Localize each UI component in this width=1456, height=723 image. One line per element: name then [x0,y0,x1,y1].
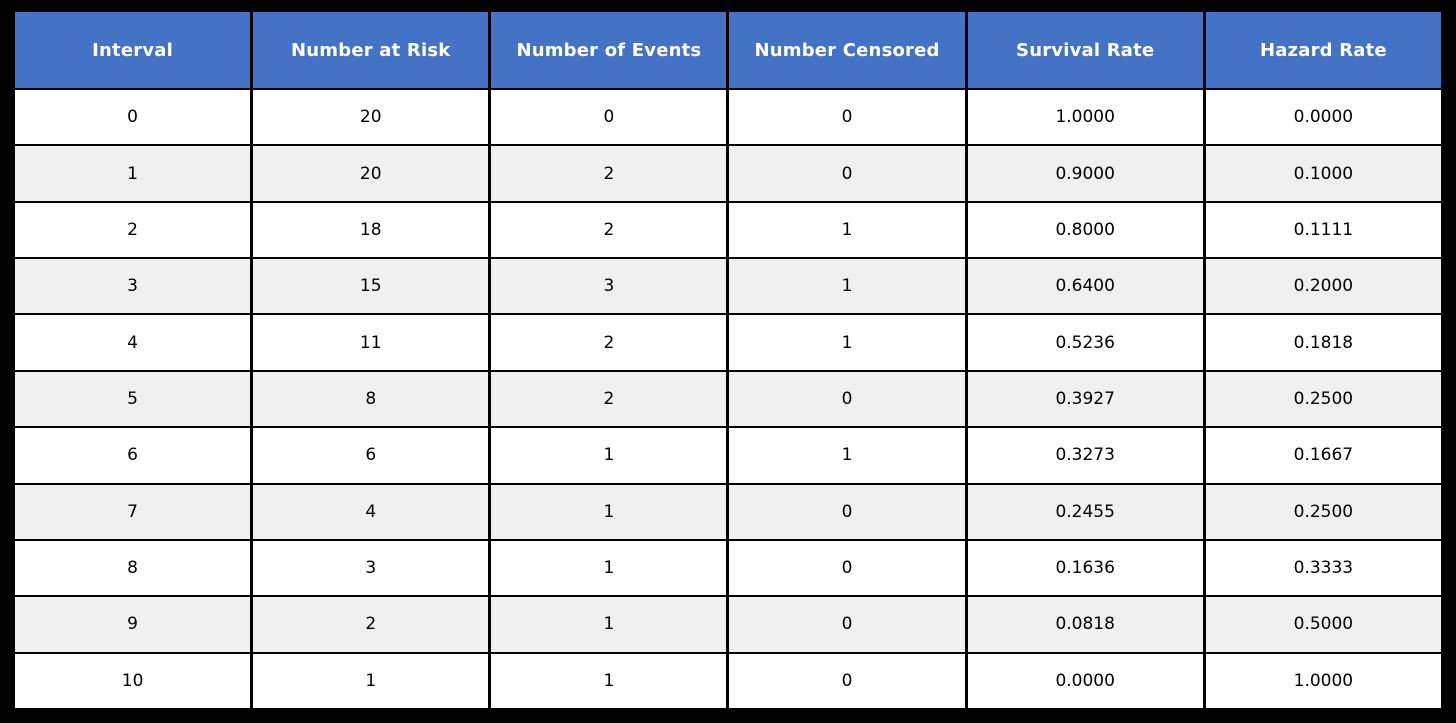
cell-survival-rate: 0.0818 [964,595,1206,654]
cell-interval: 3 [11,257,254,316]
cell-number-at-risk: 15 [250,257,492,316]
cell-hazard-rate: 1.0000 [1202,651,1445,711]
cell-interval: 2 [11,200,254,260]
cell-number-at-risk: 11 [250,313,492,372]
cell-number-of-events: 2 [488,144,730,203]
cell-survival-rate: 0.3273 [964,426,1206,485]
cell-survival-rate: 0.0000 [964,651,1206,711]
cell-number-of-events: 2 [488,200,730,260]
cell-hazard-rate: 0.5000 [1202,595,1445,654]
cell-number-at-risk: 3 [250,538,492,598]
table-row: 4 11 2 1 0.5236 0.1818 [11,313,1445,372]
cell-number-censored: 0 [726,595,968,654]
cell-interval: 6 [11,426,254,485]
cell-number-censored: 1 [726,426,968,485]
column-header-hazard-rate: Hazard Rate [1202,10,1445,90]
cell-interval: 1 [11,144,254,203]
table-row: 2 18 2 1 0.8000 0.1111 [11,200,1445,260]
cell-survival-rate: 0.2455 [964,482,1206,541]
cell-hazard-rate: 0.1111 [1202,200,1445,260]
cell-number-at-risk: 18 [250,200,492,260]
cell-hazard-rate: 0.0000 [1202,87,1445,147]
table-header: Interval Number at Risk Number of Events… [11,10,1445,90]
cell-number-of-events: 1 [488,426,730,485]
table-row: 3 15 3 1 0.6400 0.2000 [11,257,1445,316]
cell-survival-rate: 1.0000 [964,87,1206,147]
life-table-container: Interval Number at Risk Number of Events… [11,10,1445,711]
table-row: 5 8 2 0 0.3927 0.2500 [11,369,1445,429]
cell-number-of-events: 3 [488,257,730,316]
column-header-number-censored: Number Censored [726,10,968,90]
table-row: 8 3 1 0 0.1636 0.3333 [11,538,1445,598]
column-header-number-of-events: Number of Events [488,10,730,90]
table-row: 0 20 0 0 1.0000 0.0000 [11,87,1445,147]
table-row: 1 20 2 0 0.9000 0.1000 [11,144,1445,203]
cell-hazard-rate: 0.2500 [1202,482,1445,541]
header-row: Interval Number at Risk Number of Events… [11,10,1445,90]
cell-hazard-rate: 0.2500 [1202,369,1445,429]
cell-interval: 5 [11,369,254,429]
cell-number-censored: 0 [726,538,968,598]
cell-interval: 7 [11,482,254,541]
cell-number-censored: 0 [726,369,968,429]
cell-number-of-events: 1 [488,482,730,541]
cell-interval: 10 [11,651,254,711]
table-row: 6 6 1 1 0.3273 0.1667 [11,426,1445,485]
cell-number-censored: 1 [726,257,968,316]
cell-number-at-risk: 1 [250,651,492,711]
cell-number-of-events: 2 [488,369,730,429]
cell-hazard-rate: 0.1000 [1202,144,1445,203]
cell-interval: 4 [11,313,254,372]
cell-number-censored: 1 [726,313,968,372]
column-header-survival-rate: Survival Rate [964,10,1206,90]
cell-hazard-rate: 0.3333 [1202,538,1445,598]
life-table: Interval Number at Risk Number of Events… [11,10,1445,711]
cell-number-censored: 0 [726,144,968,203]
cell-number-censored: 0 [726,87,968,147]
cell-survival-rate: 0.3927 [964,369,1206,429]
cell-number-at-risk: 6 [250,426,492,485]
cell-number-censored: 1 [726,200,968,260]
cell-survival-rate: 0.9000 [964,144,1206,203]
table-row: 9 2 1 0 0.0818 0.5000 [11,595,1445,654]
cell-number-censored: 0 [726,651,968,711]
cell-number-of-events: 0 [488,87,730,147]
cell-number-at-risk: 4 [250,482,492,541]
cell-survival-rate: 0.5236 [964,313,1206,372]
cell-number-at-risk: 20 [250,87,492,147]
cell-number-at-risk: 20 [250,144,492,203]
cell-number-of-events: 2 [488,313,730,372]
cell-survival-rate: 0.1636 [964,538,1206,598]
cell-survival-rate: 0.6400 [964,257,1206,316]
cell-interval: 9 [11,595,254,654]
table-row: 10 1 1 0 0.0000 1.0000 [11,651,1445,711]
cell-number-at-risk: 2 [250,595,492,654]
cell-number-at-risk: 8 [250,369,492,429]
cell-number-of-events: 1 [488,651,730,711]
cell-interval: 0 [11,87,254,147]
cell-number-censored: 0 [726,482,968,541]
cell-hazard-rate: 0.1818 [1202,313,1445,372]
cell-interval: 8 [11,538,254,598]
cell-number-of-events: 1 [488,538,730,598]
column-header-interval: Interval [11,10,254,90]
cell-hazard-rate: 0.2000 [1202,257,1445,316]
cell-hazard-rate: 0.1667 [1202,426,1445,485]
table-row: 7 4 1 0 0.2455 0.2500 [11,482,1445,541]
table-body: 0 20 0 0 1.0000 0.0000 1 20 2 0 0.9000 0… [11,87,1445,711]
cell-number-of-events: 1 [488,595,730,654]
cell-survival-rate: 0.8000 [964,200,1206,260]
column-header-number-at-risk: Number at Risk [250,10,492,90]
